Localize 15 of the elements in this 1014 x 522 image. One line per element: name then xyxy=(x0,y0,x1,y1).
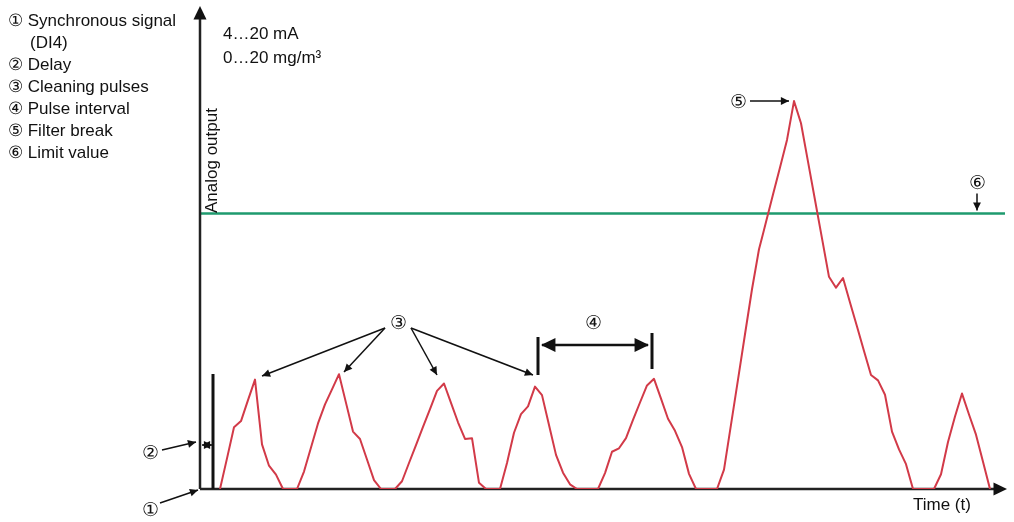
text: ⑥ Limit value xyxy=(8,142,110,164)
text: ① xyxy=(141,497,159,521)
text: ① Synchronous signal (DI4) xyxy=(8,10,178,54)
text: ④ Pulse interval xyxy=(8,98,131,120)
annotation: ④ xyxy=(584,310,602,334)
y-axis-title: Analog output xyxy=(202,108,222,213)
text: ② xyxy=(141,440,159,464)
annotation: ⑤ xyxy=(729,89,747,113)
text: ③ Cleaning pulses xyxy=(8,76,150,98)
annotation: ③ xyxy=(389,310,407,334)
chart-subtitle: 4…20 mA 0…20 mg/m³ xyxy=(223,23,322,69)
x-axis-title: Time (t) xyxy=(913,495,971,515)
ref-line-label: ⑥ xyxy=(968,170,986,194)
text: ⑤ Filter break xyxy=(8,120,114,142)
text: ② Delay xyxy=(8,54,73,76)
